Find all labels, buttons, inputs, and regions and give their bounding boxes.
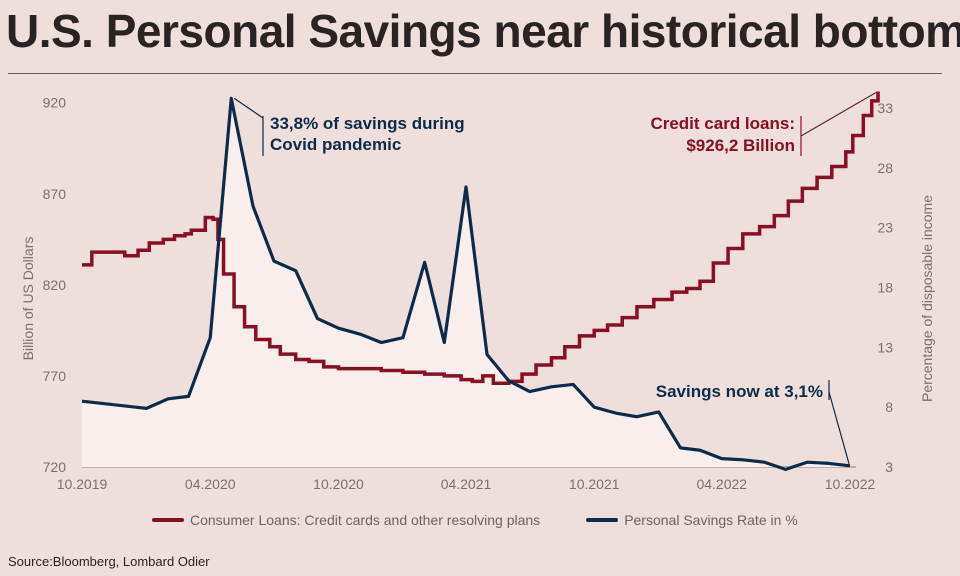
y-left-tick-label: 920 bbox=[43, 95, 67, 111]
legend-swatch-loans bbox=[152, 518, 184, 522]
y-right-axis-title: Percentage of disposable income bbox=[919, 195, 935, 402]
y-right-tick-label: 8 bbox=[885, 399, 893, 415]
y-right-tick-label: 28 bbox=[877, 160, 893, 176]
y-left-tick-label: 870 bbox=[43, 186, 67, 202]
annotation-loans-text: Credit card loans: bbox=[650, 114, 795, 133]
x-tick-label: 10.2021 bbox=[569, 476, 620, 492]
chart-area: 10.2019 04.2020 10.2020 04.2021 10.2021 04.20… bbox=[20, 91, 935, 492]
y-left-tick-label: 770 bbox=[43, 368, 67, 384]
title-divider bbox=[8, 73, 942, 74]
legend-label-loans: Consumer Loans: Credit cards and other r… bbox=[190, 512, 541, 528]
y-left-tick-label: 820 bbox=[43, 277, 67, 293]
chart-title: U.S. Personal Savings near historical bo… bbox=[6, 5, 960, 57]
x-tick-label: 04.2021 bbox=[441, 476, 492, 492]
savings-area-fill bbox=[82, 98, 850, 470]
annotation-leader-now bbox=[828, 391, 850, 464]
y-right-tick-label: 33 bbox=[877, 100, 893, 116]
annotation-covid-text: 33,8% of savings during bbox=[270, 114, 465, 133]
y-right-tick-label: 23 bbox=[877, 220, 893, 236]
legend-swatch-savings bbox=[586, 518, 619, 522]
y-right-tick-label: 18 bbox=[877, 279, 893, 295]
annotation-loans-text: $926,2 Billion bbox=[686, 136, 795, 155]
annotation-leader-loans bbox=[800, 91, 877, 137]
loans-series-line bbox=[82, 91, 880, 385]
source-note: Source:Bloomberg, Lombard Odier bbox=[8, 554, 210, 569]
annotation-now-text: Savings now at 3,1% bbox=[656, 382, 823, 401]
x-tick-label: 10.2022 bbox=[825, 476, 876, 492]
y-left-tick-label: 720 bbox=[43, 459, 67, 475]
y-right-tick-label: 13 bbox=[877, 339, 893, 355]
x-tick-label: 04.2020 bbox=[185, 476, 236, 492]
legend-label-savings: Personal Savings Rate in % bbox=[624, 512, 798, 528]
savings-series-line bbox=[81, 96, 851, 471]
legend-item-savings: Personal Savings Rate in % bbox=[586, 512, 798, 528]
x-tick-label: 04.2022 bbox=[696, 476, 747, 492]
legend: Consumer Loans: Credit cards and other r… bbox=[152, 512, 844, 528]
y-left-axis-title: Billion of US Dollars bbox=[20, 237, 36, 361]
x-tick-label: 10.2020 bbox=[313, 476, 364, 492]
annotation-leader-covid bbox=[233, 97, 264, 119]
annotation-covid-text: Covid pandemic bbox=[270, 135, 401, 154]
x-tick-label: 10.2019 bbox=[57, 476, 108, 492]
y-right-tick-label: 3 bbox=[885, 459, 893, 475]
legend-item-loans: Consumer Loans: Credit cards and other r… bbox=[152, 512, 540, 528]
